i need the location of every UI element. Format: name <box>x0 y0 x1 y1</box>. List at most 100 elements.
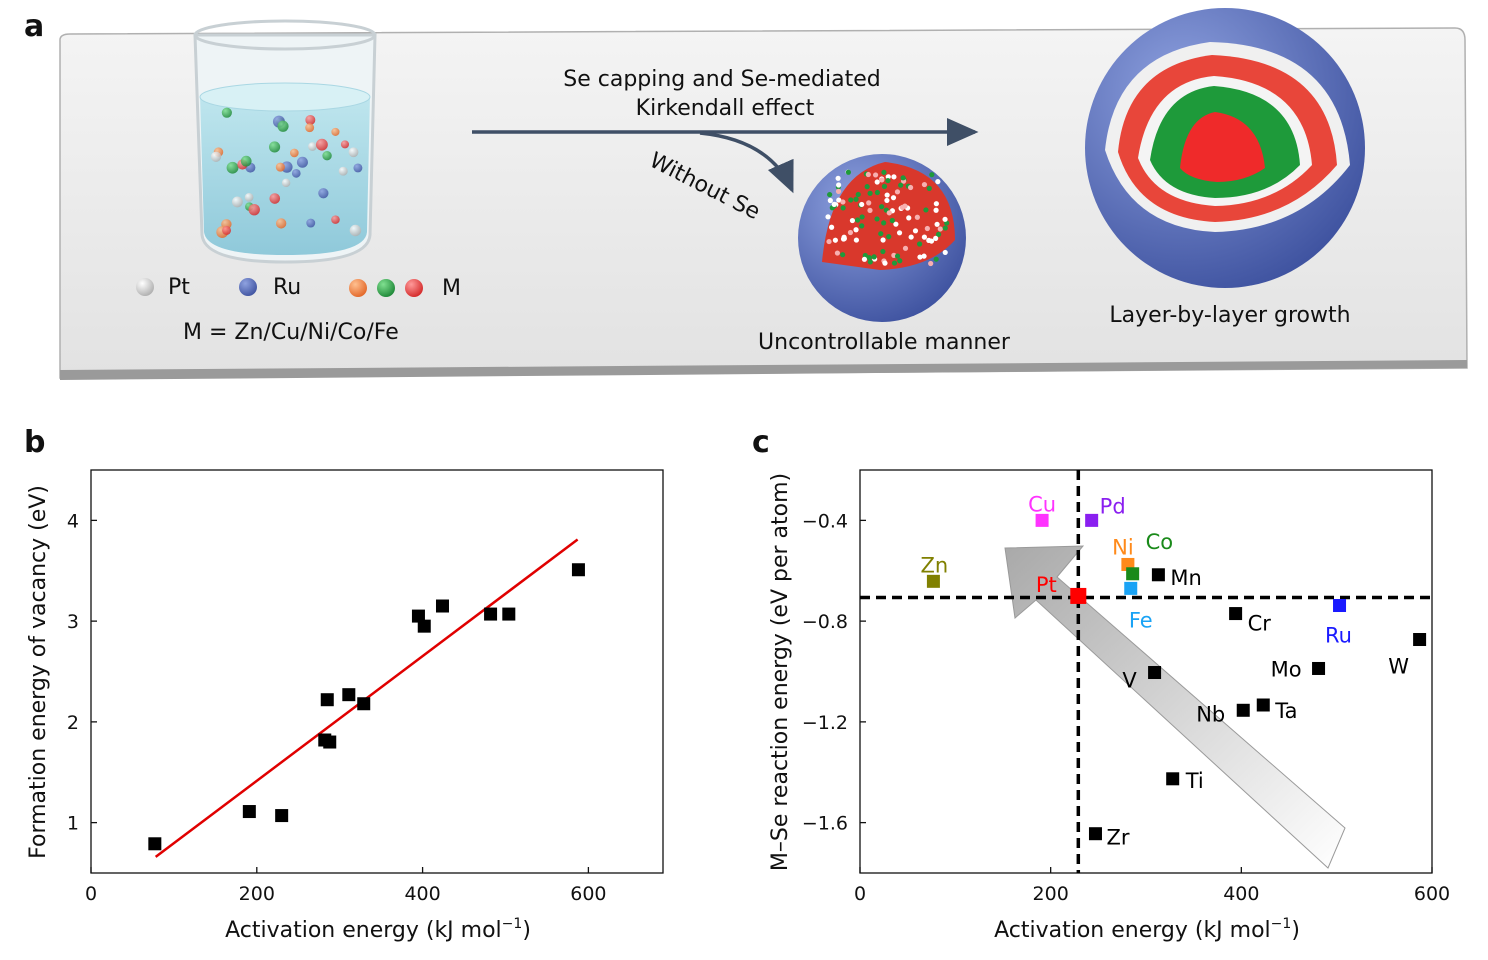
mixed-atom <box>882 260 888 266</box>
mixed-atom <box>902 245 909 251</box>
x-tick-label-c: 0 <box>854 883 866 905</box>
beaker-illustration <box>193 19 377 264</box>
dissolved-atom <box>277 120 289 132</box>
point-label-cr: Cr <box>1248 612 1272 636</box>
mixed-atom <box>855 191 861 198</box>
point-label-ru: Ru <box>1325 624 1352 648</box>
mixed-atom <box>840 252 846 258</box>
point-label-fe: Fe <box>1129 608 1153 632</box>
mixed-atom <box>845 169 851 175</box>
x-tick-label-b: 0 <box>85 883 97 905</box>
mixed-atom <box>834 250 841 256</box>
dissolved-atom <box>349 224 362 237</box>
dissolved-atom <box>222 225 232 235</box>
x-tick-label-b: 200 <box>239 883 275 905</box>
point-label-co: Co <box>1146 530 1174 554</box>
point-label-nb: Nb <box>1196 702 1225 726</box>
mixed-atom <box>885 174 891 180</box>
mixed-atom <box>935 179 941 185</box>
mixed-atom <box>914 214 920 220</box>
layer-growth-label: Layer-by-layer growth <box>1109 303 1350 328</box>
dissolved-atom <box>305 114 316 125</box>
dissolved-atom <box>248 203 260 216</box>
data-point-w <box>1413 633 1427 647</box>
dissolved-atom <box>348 147 359 158</box>
mixed-atom <box>891 174 897 180</box>
mixed-atom <box>831 201 837 207</box>
point-label-ti: Ti <box>1185 769 1204 793</box>
legend-m: M <box>442 276 461 301</box>
y-tick-label-b: 4 <box>67 510 79 532</box>
x-tick-label-c: 200 <box>1033 883 1069 905</box>
data-point-b <box>342 688 356 702</box>
dissolved-atom <box>269 193 281 204</box>
mixed-atom <box>865 171 871 178</box>
y-tick-label-c: −0.4 <box>802 510 848 532</box>
mixed-atom <box>926 185 932 192</box>
point-label-cu: Cu <box>1028 492 1056 516</box>
y-tick-label-c: −1.2 <box>802 712 848 734</box>
mixed-atom <box>840 199 846 205</box>
mixed-atom <box>898 182 904 188</box>
mixed-atom <box>874 216 880 222</box>
mixed-atom <box>881 183 888 190</box>
data-point-cr <box>1229 607 1243 621</box>
plot-frame-c <box>859 469 1433 874</box>
mixed-atom <box>912 228 919 234</box>
panel-label-c: c <box>752 425 770 460</box>
mixed-atom <box>827 191 833 198</box>
dissolved-atom <box>275 218 287 229</box>
mixed-atom <box>880 237 886 243</box>
dissolved-atom <box>281 161 293 173</box>
dissolved-atom <box>290 148 299 158</box>
mixed-atom <box>828 224 835 230</box>
mixed-atom <box>924 225 930 232</box>
mixed-atom <box>836 197 842 203</box>
mixed-atom <box>853 227 859 233</box>
data-point-pd <box>1085 513 1099 527</box>
mixed-atom <box>841 234 847 240</box>
mixed-atom <box>853 196 859 202</box>
dissolved-atom <box>306 218 316 228</box>
y-tick-label-b: 2 <box>67 712 79 734</box>
mixed-atom <box>859 223 865 229</box>
data-point-b <box>484 607 498 621</box>
point-label-ta: Ta <box>1274 699 1297 723</box>
point-label-w: W <box>1388 655 1409 679</box>
branch-arrow <box>699 131 794 194</box>
mixed-atom <box>937 226 943 232</box>
dissolved-atom <box>291 168 301 178</box>
data-point-v <box>1148 666 1162 680</box>
mixed-atom <box>878 231 884 237</box>
mixed-atom <box>893 221 899 227</box>
mixed-atom <box>894 253 901 259</box>
data-point-b <box>571 563 585 577</box>
point-label-mn: Mn <box>1170 566 1201 590</box>
mixed-atom <box>921 234 928 240</box>
arrow-label-line2: Kirkendall effect <box>636 96 815 121</box>
mixed-atom <box>835 175 841 181</box>
mixed-atom <box>866 200 872 206</box>
dissolved-atom <box>210 151 222 162</box>
point-label-pt: Pt <box>1036 573 1057 597</box>
mixed-atom <box>902 203 908 209</box>
mixed-atom <box>867 259 873 265</box>
mixed-atom <box>849 217 856 224</box>
legend-pt: Pt <box>168 275 190 300</box>
x-tick-label-b: 400 <box>404 883 440 905</box>
mixed-atom <box>867 207 873 213</box>
data-point-b <box>323 735 337 749</box>
mixed-atom <box>935 231 942 237</box>
mixed-atom <box>825 214 831 220</box>
data-point-b <box>435 599 449 613</box>
mixed-atom <box>896 230 903 236</box>
dissolved-atom <box>331 215 340 224</box>
data-point-nb <box>1236 703 1250 717</box>
dissolved-atom <box>318 188 329 199</box>
dissolved-atom <box>244 193 254 202</box>
mixed-atom <box>891 260 898 266</box>
layered-nanoparticle: Layer-by-layer growth <box>1085 8 1365 328</box>
mixed-atom <box>942 216 948 222</box>
dissolved-atom <box>315 138 328 151</box>
y-tick-label-b: 3 <box>67 611 79 633</box>
